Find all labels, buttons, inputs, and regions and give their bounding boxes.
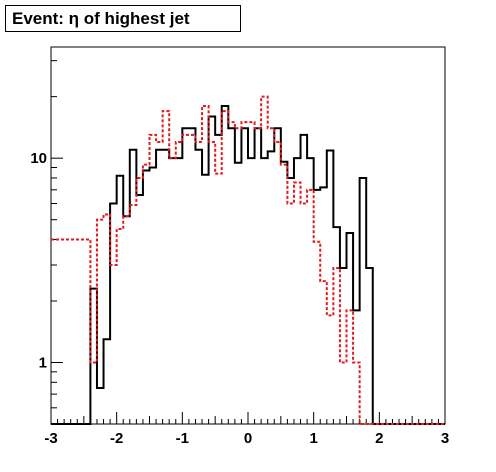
x-tick-label: 0 [244, 430, 252, 447]
x-tick-label: 1 [309, 430, 317, 447]
x-tick-label: -2 [110, 430, 123, 447]
x-tick-label: 2 [375, 430, 383, 447]
chart-title: Event: η of highest jet [5, 5, 241, 32]
x-tick-label: -1 [176, 430, 189, 447]
x-tick-label: -3 [44, 430, 57, 447]
x-tick-label: 3 [441, 430, 449, 447]
dashed-histogram-series [51, 95, 445, 425]
solid-histogram-series [51, 105, 445, 425]
y-tick-label: 10 [30, 150, 47, 167]
y-tick-label: 1 [39, 354, 47, 371]
series-group [51, 95, 445, 425]
